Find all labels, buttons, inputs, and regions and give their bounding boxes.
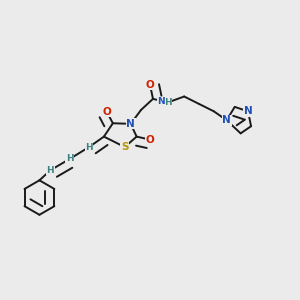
Text: N: N (244, 106, 253, 116)
Text: H: H (46, 166, 54, 175)
Text: N: N (158, 97, 165, 106)
Text: O: O (146, 135, 154, 145)
Text: H: H (66, 154, 74, 164)
Text: N: N (222, 115, 231, 125)
Text: O: O (103, 107, 111, 117)
Text: O: O (146, 80, 154, 90)
Text: H: H (164, 98, 172, 107)
Text: N: N (126, 119, 135, 129)
Text: H: H (85, 142, 93, 152)
Text: S: S (121, 142, 128, 152)
